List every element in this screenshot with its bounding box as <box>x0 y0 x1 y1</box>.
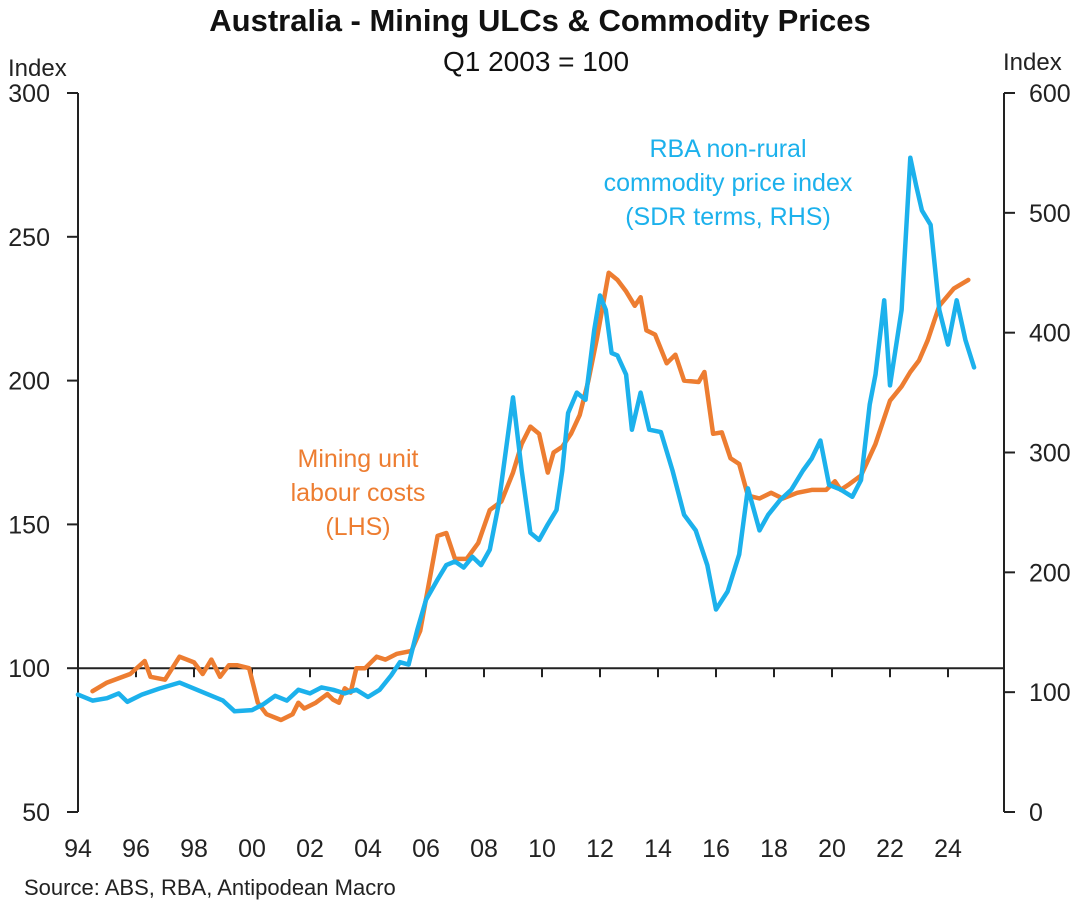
x-axis-tick-label: 16 <box>702 835 730 863</box>
x-axis-tick-label: 20 <box>818 835 846 863</box>
left-axis-tick-label: 250 <box>8 224 50 252</box>
left-axis-tick-label: 100 <box>8 655 50 683</box>
annotation-line: Mining unit <box>298 445 419 473</box>
x-axis-tick-label: 22 <box>876 835 904 863</box>
x-axis-tick-label: 08 <box>470 835 498 863</box>
x-axis-tick-label: 24 <box>934 835 962 863</box>
right-axis-tick-label: 600 <box>1029 80 1071 108</box>
x-axis-tick-label: 18 <box>760 835 788 863</box>
source-note: Source: ABS, RBA, Antipodean Macro <box>24 875 396 900</box>
series-layer <box>75 155 977 723</box>
right-axis-tick-label: 500 <box>1029 200 1071 228</box>
annotation-commodity-index: RBA non-rural commodity price index (SDR t… <box>604 135 853 231</box>
annotation-line: (SDR terms, RHS) <box>625 203 831 231</box>
x-axis-tick-label: 12 <box>586 835 614 863</box>
x-axis-tick-label: 98 <box>180 835 208 863</box>
left-axis-tick-label: 150 <box>8 511 50 539</box>
x-axis-tick-label: 14 <box>644 835 672 863</box>
right-axis: 0 100 200 300 400 500 600 <box>1003 80 1071 827</box>
left-axis-unit-label: Index <box>8 55 67 82</box>
series-line-mining-ulc <box>90 270 971 723</box>
left-axis-tick-label: 50 <box>22 799 50 827</box>
x-axis-tick-label: 10 <box>528 835 556 863</box>
left-axis-tick-label: 200 <box>8 368 50 396</box>
chart-subtitle: Q1 2003 = 100 <box>443 46 629 77</box>
chart-title: Australia - Mining ULCs & Commodity Pric… <box>209 3 870 38</box>
right-axis-tick-label: 300 <box>1029 440 1071 468</box>
annotation-mining-ulc: Mining unit labour costs (LHS) <box>291 445 426 541</box>
annotation-line: commodity price index <box>604 169 853 197</box>
x-axis-tick-label: 94 <box>64 835 92 863</box>
x-axis-tick-label: 06 <box>412 835 440 863</box>
right-axis-tick-label: 400 <box>1029 320 1071 348</box>
x-axis-tick-label: 02 <box>296 835 324 863</box>
right-axis-tick-label: 200 <box>1029 559 1071 587</box>
x-axis-tick-label: 96 <box>122 835 150 863</box>
left-axis-tick-label: 300 <box>8 80 50 108</box>
x-axis: 94 96 98 00 02 04 06 08 10 12 14 16 18 20 22 24 <box>64 667 1004 863</box>
right-axis-tick-label: 0 <box>1029 799 1043 827</box>
right-axis-tick-label: 100 <box>1029 679 1071 707</box>
series-line-commodity-index <box>75 155 977 714</box>
annotation-line: (LHS) <box>325 513 390 541</box>
annotation-line: RBA non-rural <box>649 135 806 163</box>
right-axis-unit-label: Index <box>1003 49 1062 76</box>
left-axis: 50 100 150 200 250 300 <box>8 80 79 827</box>
x-axis-tick-label: 00 <box>238 835 266 863</box>
x-axis-tick-label: 04 <box>354 835 382 863</box>
annotation-line: labour costs <box>291 479 426 507</box>
